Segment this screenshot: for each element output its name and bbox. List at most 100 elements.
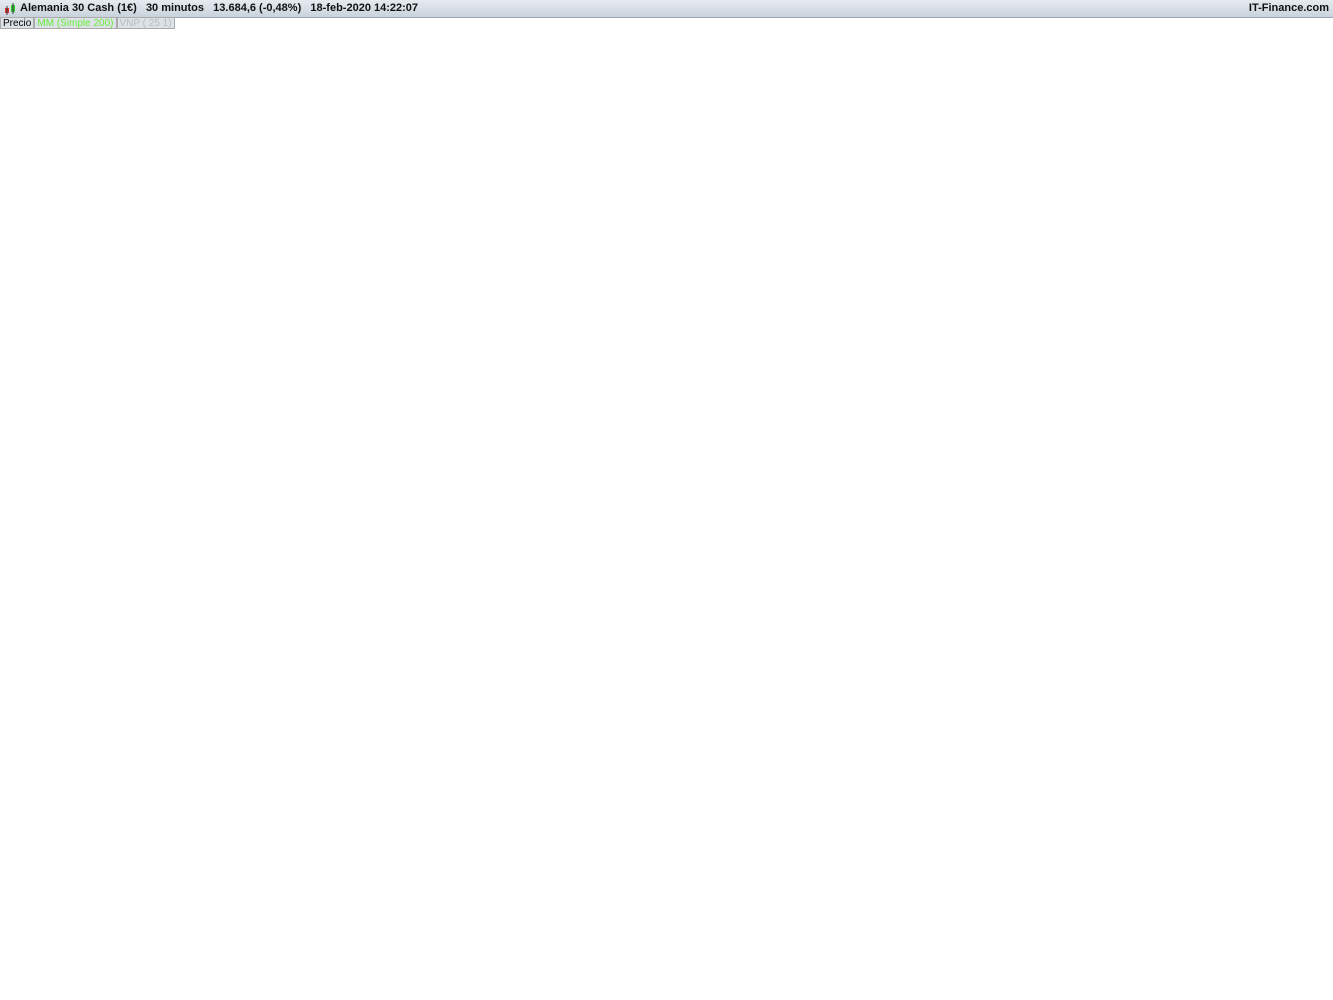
candle-body bbox=[364, 432, 368, 449]
candle-body bbox=[495, 320, 499, 326]
x-tick-label: 21 bbox=[1236, 989, 1247, 1000]
ma-price-tag bbox=[1289, 177, 1332, 191]
candle-body bbox=[269, 350, 273, 352]
candle-body bbox=[563, 296, 567, 298]
candle-body bbox=[78, 602, 82, 614]
candle-body bbox=[213, 335, 217, 346]
volume-profile-bar bbox=[0, 730, 27, 763]
candle-body bbox=[266, 349, 270, 352]
candle-body bbox=[905, 160, 909, 165]
candle-body bbox=[88, 596, 92, 604]
candle-body bbox=[811, 169, 815, 179]
candle-body bbox=[133, 521, 137, 594]
candle-body bbox=[14, 823, 18, 842]
candle-body bbox=[781, 145, 785, 155]
candle-body bbox=[42, 710, 46, 723]
candle-body bbox=[567, 296, 571, 299]
volume-profile-bar bbox=[0, 333, 323, 365]
candle-body bbox=[210, 345, 214, 354]
candle-body bbox=[467, 367, 471, 375]
candle-body bbox=[21, 791, 25, 806]
price-tag-label: 13.686,9 bbox=[1292, 233, 1329, 244]
candle-body bbox=[298, 364, 302, 382]
candle-body bbox=[908, 154, 912, 162]
candle-body bbox=[24, 777, 28, 793]
candle-body bbox=[518, 317, 522, 324]
candle-body bbox=[848, 167, 852, 180]
pivot-name: S3 D bbox=[1033, 268, 1054, 278]
candle-body bbox=[845, 178, 849, 195]
candle-body bbox=[998, 244, 1002, 250]
candle-body bbox=[181, 393, 185, 405]
volume-profile-bar bbox=[0, 455, 134, 488]
candle-body bbox=[805, 159, 809, 164]
candle-body bbox=[682, 180, 686, 184]
candle-body bbox=[351, 420, 355, 423]
candle-body bbox=[858, 147, 862, 152]
candle-body bbox=[474, 353, 478, 361]
legend-moving-average[interactable]: MM (Simple 200) bbox=[34, 17, 117, 29]
candle-body bbox=[735, 203, 739, 207]
candle-body bbox=[521, 308, 525, 318]
candle-body bbox=[398, 412, 402, 425]
volume-profile-bar bbox=[0, 364, 341, 396]
candle-body bbox=[876, 130, 880, 137]
candle-body bbox=[438, 432, 442, 445]
candle-body bbox=[75, 613, 79, 615]
candle-body bbox=[713, 300, 717, 316]
legend-price[interactable]: Precio bbox=[0, 17, 35, 29]
candle-body bbox=[925, 146, 929, 153]
candle-body bbox=[315, 386, 319, 388]
candle-body bbox=[862, 147, 866, 150]
candle-body bbox=[620, 192, 624, 194]
volume-profile-bar bbox=[0, 425, 405, 457]
candle-body bbox=[851, 163, 855, 168]
volume-profile-bar bbox=[0, 547, 27, 579]
candle-body bbox=[1005, 241, 1009, 245]
candle-body bbox=[452, 406, 456, 421]
candle-body bbox=[418, 419, 422, 423]
candle-body bbox=[481, 338, 485, 351]
y-tick-label: 13.550 bbox=[1294, 363, 1323, 374]
candle-body bbox=[308, 386, 312, 389]
candle-body bbox=[449, 420, 453, 424]
candle-body bbox=[341, 408, 345, 415]
candle-body bbox=[698, 213, 702, 219]
candle-body bbox=[411, 415, 415, 419]
candle-body bbox=[883, 131, 887, 134]
candle-body bbox=[602, 221, 606, 236]
candle-body bbox=[869, 137, 873, 148]
candle-body bbox=[428, 426, 432, 428]
volume-profile-bar bbox=[0, 700, 74, 732]
candle-body bbox=[301, 378, 305, 382]
y-tick-label: 13.250 bbox=[1294, 648, 1323, 659]
price-tag bbox=[1289, 230, 1332, 244]
candle-body bbox=[956, 171, 960, 187]
x-tick-label: 12 bbox=[567, 989, 578, 1000]
candle-body bbox=[484, 326, 488, 340]
pivot-name: S2 D bbox=[1033, 225, 1054, 235]
candle-body bbox=[613, 196, 617, 213]
legend-volume-profile[interactable]: VNP ( 25 1) bbox=[116, 17, 175, 29]
watermark: ©IT-Finance.com bbox=[2, 973, 71, 983]
y-tick-label: 13.650 bbox=[1257, 268, 1286, 279]
ma-price-tag-label: 13.742,5 bbox=[1292, 180, 1329, 191]
candle-body bbox=[158, 426, 162, 440]
candle-body bbox=[441, 430, 445, 445]
candle-body bbox=[543, 272, 547, 275]
candle-body bbox=[515, 321, 519, 324]
candle-body bbox=[61, 640, 65, 645]
moving-average-line-early bbox=[0, 717, 131, 757]
candle-body bbox=[556, 284, 560, 290]
price-tag bbox=[1289, 126, 1332, 140]
candle-body bbox=[855, 151, 859, 165]
candle-body bbox=[898, 153, 902, 166]
y-tick-label: 13.850 bbox=[1257, 78, 1286, 89]
x-tick-label: 10 bbox=[376, 989, 387, 1000]
candle-body bbox=[55, 661, 59, 680]
candle-body bbox=[197, 374, 201, 377]
candle-body bbox=[498, 320, 502, 327]
candle-body bbox=[221, 348, 225, 350]
candle-body bbox=[31, 744, 35, 761]
